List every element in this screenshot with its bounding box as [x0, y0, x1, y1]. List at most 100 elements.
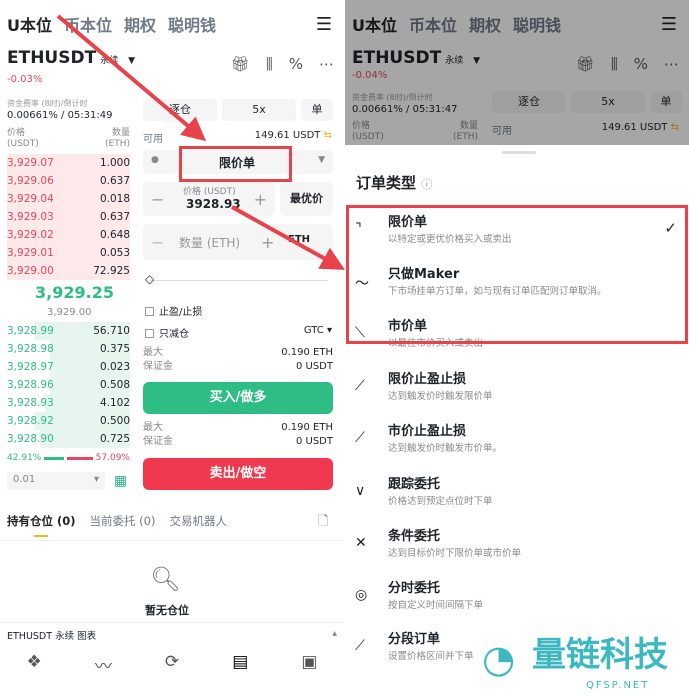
buy-long-button[interactable]: 买入/做多 [143, 382, 333, 414]
plus-icon[interactable]: + [253, 190, 267, 209]
bottom-nav: ❖ 〰 ⟳ ▤ ▣ [0, 652, 344, 677]
nav-trade-icon[interactable]: ⟳ [164, 652, 180, 672]
more-icon[interactable]: ⋯ [319, 55, 334, 73]
order-type-option[interactable]: ✕ 条件委托 达到目标价时下限价单或市价单 [345, 525, 689, 575]
best-price-button[interactable]: 最优价 [280, 182, 333, 216]
gift-icon[interactable]: 🎁︎ [230, 55, 250, 73]
slider-handle[interactable]: ◇ [145, 272, 155, 286]
position-mode-button[interactable]: 单 [650, 91, 682, 113]
drag-handle[interactable] [502, 151, 536, 154]
tab-options[interactable]: 期权 [124, 16, 157, 35]
tif-select[interactable]: GTC ▾ [303, 325, 332, 336]
tab-usdt-m[interactable]: U本位 [352, 16, 397, 35]
bid-price: 3,928.90 [7, 433, 54, 445]
order-type-option[interactable]: 〜 只做Maker 下市场挂单方订单，如与现有订单匹配则订单取消。 [345, 263, 689, 313]
bid-price: 3,928.96 [7, 379, 54, 391]
plus-icon[interactable]: + [261, 233, 275, 252]
sell-short-button[interactable]: 卖出/做空 [143, 458, 333, 490]
position-mode-button[interactable]: 单 [301, 99, 333, 121]
tab-smart-money[interactable]: 聪明钱 [168, 16, 217, 35]
tab-options[interactable]: 期权 [469, 16, 502, 35]
more-icon[interactable]: ⋯ [664, 55, 679, 73]
info-icon[interactable]: ⓘ [421, 178, 433, 191]
tab-positions[interactable]: 持有仓位 (0) [7, 514, 76, 528]
menu-icon[interactable]: ☰ [660, 14, 677, 35]
order-type-option[interactable]: ⟋ 分段订单 设置价格区间并下单 [345, 628, 689, 678]
tp-sl-checkbox[interactable]: 止盈/止损 [145, 303, 202, 318]
bid-row[interactable]: 3,928.98 0.375 [7, 340, 130, 358]
ask-row[interactable]: 3,929.04 0.018 [7, 190, 130, 208]
leverage-button[interactable]: 5x [571, 91, 645, 113]
candlestick-icon[interactable]: ⫼ [265, 55, 273, 73]
tab-coin-m[interactable]: 币本位 [64, 16, 113, 35]
order-type-select[interactable]: ● 限价单 ▼ [143, 150, 333, 174]
tab-smart-money[interactable]: 聪明钱 [513, 16, 562, 35]
buy-max: 0.190 ETH [281, 347, 333, 358]
candlestick-icon[interactable]: ⫼ [610, 55, 618, 73]
margin-mode-button[interactable]: 逐仓 [492, 91, 566, 113]
transfer-icon[interactable]: ⇆ [670, 122, 679, 133]
bid-row[interactable]: 3,928.99 56.710 [7, 322, 130, 340]
order-type-option[interactable]: ◎ 分时委托 按自定义时间间隔下单 [345, 577, 689, 627]
modal-backdrop[interactable] [345, 0, 689, 145]
minus-icon[interactable]: − [151, 233, 165, 252]
tab-coin-m[interactable]: 币本位 [409, 16, 458, 35]
precision-select[interactable]: 0.01 ▾ [7, 472, 105, 490]
nav-home-icon[interactable]: ❖ [26, 652, 42, 672]
gift-icon[interactable]: 🎁︎ [575, 55, 595, 73]
caret-up-icon[interactable]: ▴ [332, 628, 337, 639]
orderbook-layout-icon[interactable]: ▦ [114, 473, 128, 489]
order-type-title: 只做Maker [388, 267, 460, 282]
ask-row[interactable]: 3,929.03 0.637 [7, 208, 130, 226]
tab-trading-bots[interactable]: 交易机器人 [169, 514, 227, 528]
transfer-icon[interactable]: ⇆ [323, 130, 332, 141]
order-type-value: 限价单 [219, 156, 256, 170]
order-history-icon[interactable]: 🗋︎ [318, 514, 329, 529]
quantity-unit[interactable]: ETH [288, 234, 311, 245]
percent-icon[interactable]: % [633, 55, 648, 73]
margin-mode-button[interactable]: 逐仓 [143, 99, 217, 121]
nav-futures-icon[interactable]: ▤ [232, 652, 249, 672]
buy-ratio: 42.91% [7, 453, 42, 463]
percent-icon[interactable]: % [288, 55, 303, 73]
ask-row[interactable]: 3,929.06 0.637 [7, 172, 130, 190]
info-icon[interactable]: ● [151, 155, 159, 165]
order-type-option[interactable]: ∨ 跟踪委托 价格达到预定点位时下单 [345, 473, 689, 523]
symbol-selector[interactable]: ETHUSDT 永续 ▼ [7, 48, 135, 68]
order-type-title: 限价单 [388, 215, 428, 230]
price-input[interactable]: − 价格 (USDT) 3928.93 + [143, 182, 275, 216]
bid-row[interactable]: 3,928.97 0.023 [7, 358, 130, 376]
ask-row[interactable]: 3,929.01 0.053 [7, 244, 130, 262]
ask-row[interactable]: 3,929.07 1.000 [7, 154, 130, 172]
available-label: 可用 [492, 126, 512, 137]
quantity-slider[interactable] [150, 280, 328, 281]
ask-row[interactable]: 3,929.02 0.648 [7, 226, 130, 244]
reduce-only-checkbox[interactable]: 只减仓 [145, 325, 189, 340]
nav-markets-icon[interactable]: 〰 [94, 657, 112, 677]
bid-row[interactable]: 3,928.96 0.508 [7, 376, 130, 394]
tab-open-orders[interactable]: 当前委托 (0) [89, 514, 156, 528]
bid-qty: 0.500 [99, 415, 130, 427]
tab-usdt-m[interactable]: U本位 [7, 16, 52, 35]
chart-bar[interactable]: ETHUSDT 永续 图表 ▴ [0, 622, 344, 646]
symbol-selector[interactable]: ETHUSDT 永续 ▼ [352, 48, 480, 68]
bid-row[interactable]: 3,928.90 0.725 [7, 430, 130, 448]
sell-bar [67, 456, 93, 460]
order-type-option[interactable]: ⟋ 市价止盈止损 达到触发价时触发市价单。 [345, 420, 689, 470]
order-type-title: 分时委托 [388, 581, 441, 596]
nav-wallet-icon[interactable]: ▣ [301, 652, 318, 672]
minus-icon[interactable]: − [151, 190, 165, 209]
bid-row[interactable]: 3,928.92 0.500 [7, 412, 130, 430]
order-type-option[interactable]: ⟋ 限价止盈止损 达到触发价时触发限价单 [345, 368, 689, 418]
quantity-input[interactable]: − 数量 (ETH) + ETH [143, 224, 333, 260]
ask-price: 3,929.04 [7, 193, 54, 205]
order-type-option[interactable]: ⌝ 限价单 以特定或更优价格买入或卖出 ✓ [345, 211, 689, 261]
order-type-desc: 价格达到预定点位时下单 [388, 496, 493, 507]
ask-row[interactable]: 3,929.00 72.925 [7, 262, 130, 280]
bid-row[interactable]: 3,928.93 4.102 [7, 394, 130, 412]
leverage-button[interactable]: 5x [222, 99, 296, 121]
col-price-unit: (USDT) [7, 139, 39, 149]
menu-icon[interactable]: ☰ [315, 14, 332, 35]
bid-qty: 0.375 [99, 343, 130, 355]
empty-text: 暂无仓位 [145, 604, 189, 617]
